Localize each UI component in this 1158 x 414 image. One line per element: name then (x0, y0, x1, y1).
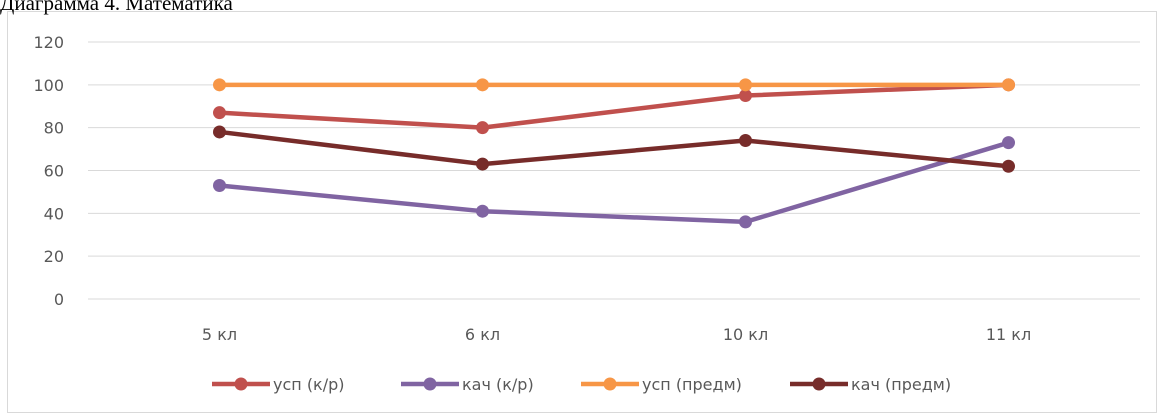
chart-frame (7, 11, 1157, 413)
legend-marker (603, 377, 617, 391)
data-point (476, 204, 489, 218)
data-point (739, 134, 752, 148)
y-tick-label: 120 (33, 33, 64, 52)
legend-label: кач (к/р) (462, 375, 534, 394)
x-tick-label: 5 кл (202, 325, 237, 344)
data-point (739, 89, 752, 103)
data-point (739, 78, 752, 92)
data-point (1002, 159, 1015, 173)
series-line (217, 129, 1011, 169)
series-line (217, 82, 1011, 130)
legend-marker (234, 377, 248, 391)
legend-item: кач (предм) (790, 375, 951, 394)
data-point (213, 125, 226, 139)
page-title: Диаграмма 4. Математика (0, 0, 233, 15)
y-tick-label: 60 (44, 162, 64, 181)
legend-marker (812, 377, 826, 391)
x-axis-tick-labels: 5 кл 6 кл 10 кл 11 кл (202, 325, 1031, 344)
y-axis-tick-labels: 0 20 40 60 80 100 120 (33, 33, 64, 309)
legend: усп (к/р) кач (к/р) усп (предм) кач (предм) (212, 375, 951, 394)
data-point (213, 78, 226, 92)
data-point (739, 215, 752, 229)
gridlines (88, 41, 1140, 300)
x-tick-label: 11 кл (986, 325, 1031, 344)
data-point (1002, 78, 1015, 92)
data-point (1002, 136, 1015, 150)
y-tick-label: 100 (33, 76, 64, 95)
series-3 (213, 78, 1015, 92)
legend-label: кач (предм) (851, 375, 951, 394)
data-point (476, 121, 489, 135)
data-point (476, 78, 489, 92)
series-lines (213, 78, 1015, 229)
data-point (213, 106, 226, 120)
x-tick-label: 6 кл (465, 325, 500, 344)
y-tick-label: 80 (44, 119, 64, 138)
legend-label: усп (предм) (642, 375, 742, 394)
data-point (213, 178, 226, 192)
legend-item: усп (к/р) (212, 375, 345, 394)
series-4 (213, 125, 1015, 173)
x-tick-label: 10 кл (723, 325, 768, 344)
legend-label: усп (к/р) (273, 375, 345, 394)
legend-item: кач (к/р) (401, 375, 534, 394)
legend-marker (423, 377, 437, 391)
legend-item: усп (предм) (581, 375, 742, 394)
y-tick-label: 20 (44, 247, 64, 266)
series-line (217, 140, 1011, 225)
y-tick-label: 40 (44, 204, 64, 223)
data-point (476, 157, 489, 171)
y-tick-label: 0 (54, 290, 64, 309)
series-2 (213, 136, 1015, 229)
